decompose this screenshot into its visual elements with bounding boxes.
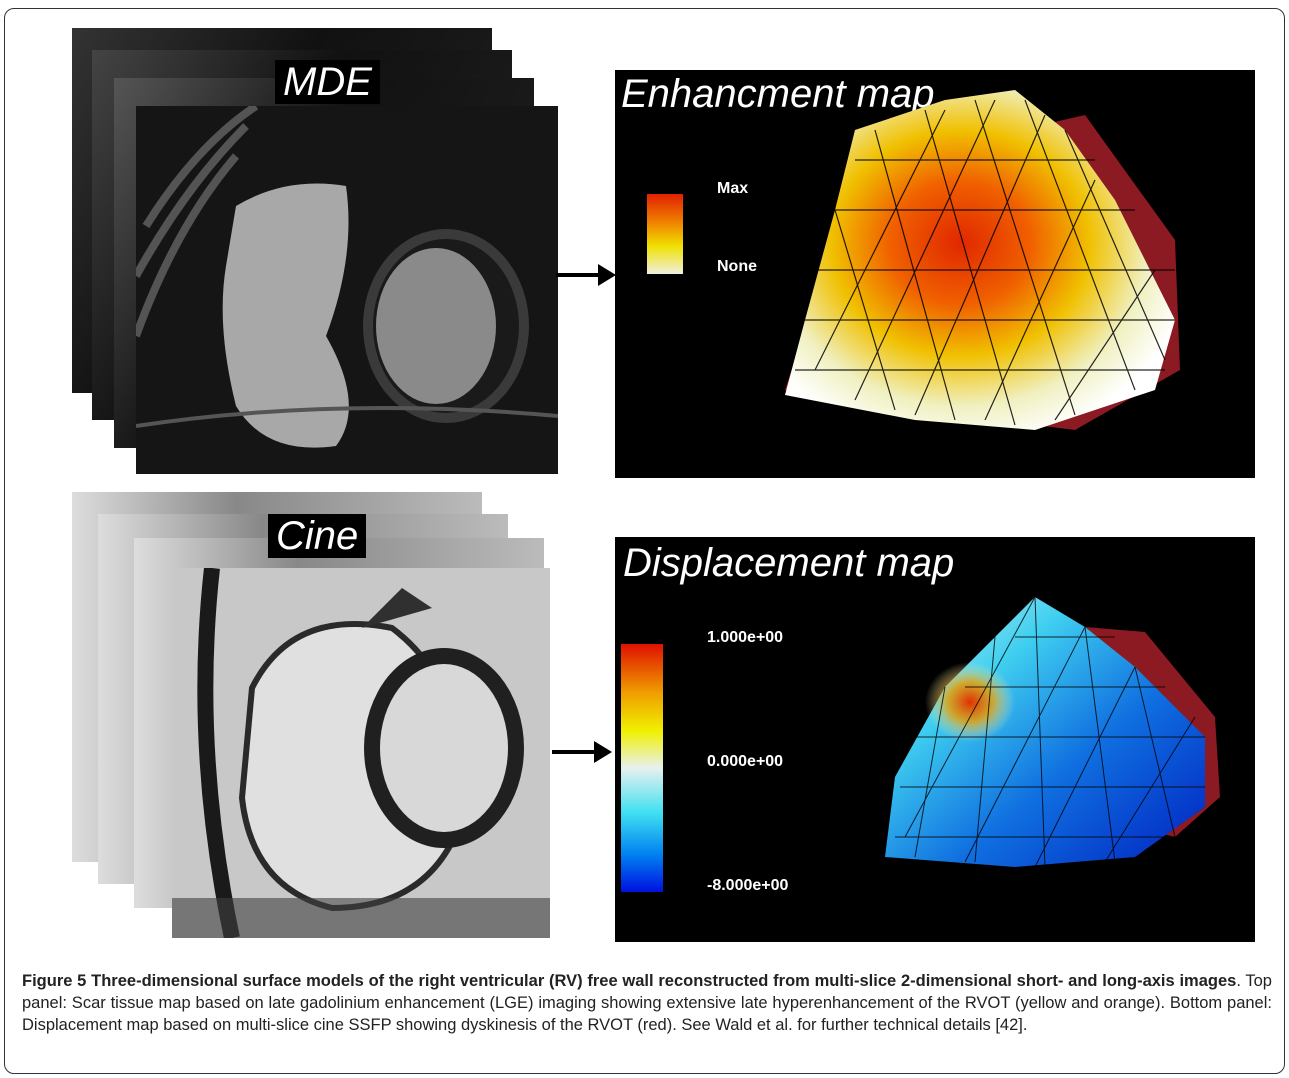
mde-mri-image: [136, 106, 558, 474]
enhancement-legend-bar: [647, 194, 683, 274]
displacement-legend-bar: [621, 644, 663, 892]
cine-image-stack: Cine: [72, 492, 562, 942]
displacement-mesh-surface: [885, 596, 1220, 868]
caption-body: . Top panel: Scar tissue map based on la…: [22, 972, 1272, 1034]
figure-caption: Figure 5 Three-dimensional surface model…: [22, 970, 1272, 1036]
top-arrow-icon: [556, 264, 616, 286]
displacement-legend-max: 1.000e+00: [707, 629, 784, 646]
displacement-map-panel: Displacement map 1.000e+00 0.000e+00 -8.…: [615, 537, 1255, 942]
mde-image-stack: MDE: [72, 28, 562, 478]
cine-mri-image: [172, 568, 550, 938]
cine-slice-front: [172, 568, 550, 938]
cine-stack-label: Cine: [268, 514, 367, 558]
displacement-map-title: Displacement map: [623, 541, 955, 585]
displacement-legend-mid: 0.000e+00: [707, 753, 784, 770]
mde-stack-label: MDE: [275, 60, 380, 104]
enhancement-map-title: Enhancment map: [621, 72, 935, 116]
enhancement-legend-min: None: [717, 258, 757, 275]
caption-figure-label: Figure 5: [22, 972, 87, 990]
enhancement-map-panel: Enhancment map Max None: [615, 70, 1255, 478]
enhancement-legend-max: Max: [717, 180, 749, 197]
displacement-legend-min: -8.000e+00: [707, 877, 789, 894]
mde-slice-front: [136, 106, 558, 474]
caption-title: Three-dimensional surface models of the …: [91, 972, 1237, 990]
bottom-arrow-icon: [552, 741, 612, 763]
enhancement-mesh-surface: [785, 90, 1180, 430]
